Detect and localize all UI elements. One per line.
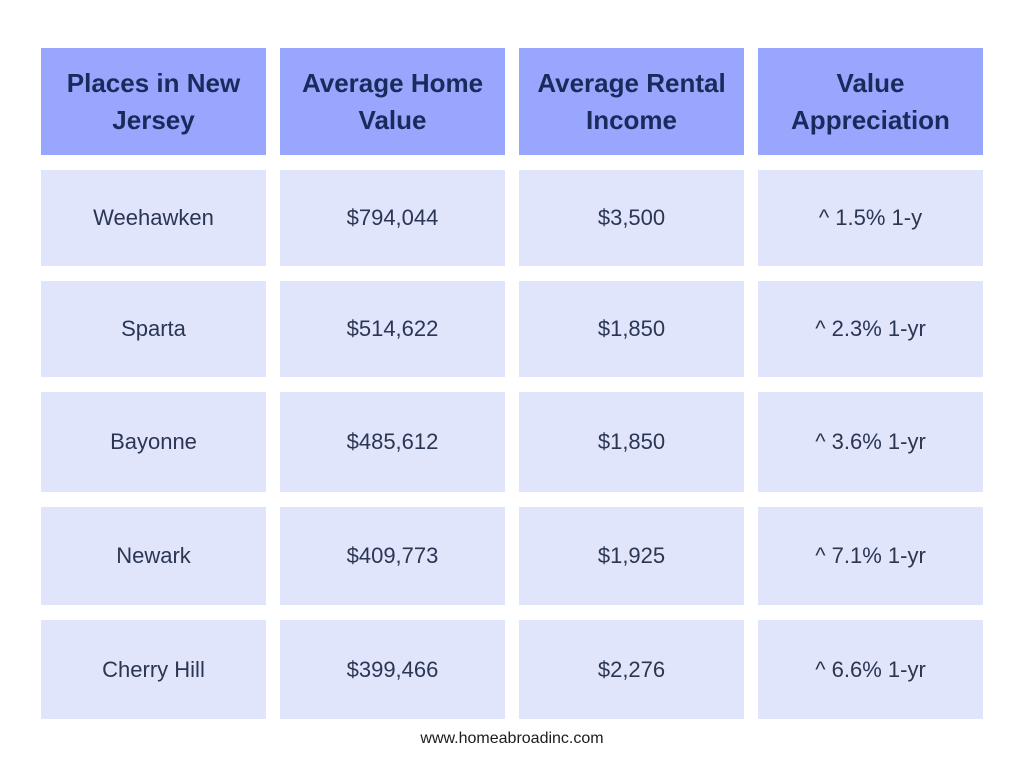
cell-appreciation: ^ 3.6% 1-yr <box>758 392 983 492</box>
cell-appreciation: ^ 1.5% 1-y <box>758 170 983 266</box>
cell-appreciation: ^ 6.6% 1-yr <box>758 620 983 719</box>
cell-appreciation: ^ 2.3% 1-yr <box>758 281 983 377</box>
cell-rental-income: $1,850 <box>519 392 744 492</box>
footer-website: www.homeabroadinc.com <box>420 730 604 747</box>
cell-home-value: $485,612 <box>280 392 505 492</box>
cell-home-value: $794,044 <box>280 170 505 266</box>
header-avg-home-value: Average Home Value <box>280 48 505 155</box>
cell-home-value: $409,773 <box>280 507 505 605</box>
cell-home-value: $399,466 <box>280 620 505 719</box>
header-value-appreciation: Value Appreciation <box>758 48 983 155</box>
cell-appreciation: ^ 7.1% 1-yr <box>758 507 983 605</box>
header-places: Places in New Jersey <box>41 48 266 155</box>
header-avg-rental-income: Average Rental Income <box>519 48 744 155</box>
cell-place: Weehawken <box>41 170 266 266</box>
cell-rental-income: $1,925 <box>519 507 744 605</box>
cell-place: Bayonne <box>41 392 266 492</box>
cell-rental-income: $3,500 <box>519 170 744 266</box>
cell-home-value: $514,622 <box>280 281 505 377</box>
cell-place: Cherry Hill <box>41 620 266 719</box>
cell-place: Sparta <box>41 281 266 377</box>
cell-rental-income: $2,276 <box>519 620 744 719</box>
cell-rental-income: $1,850 <box>519 281 744 377</box>
cell-place: Newark <box>41 507 266 605</box>
